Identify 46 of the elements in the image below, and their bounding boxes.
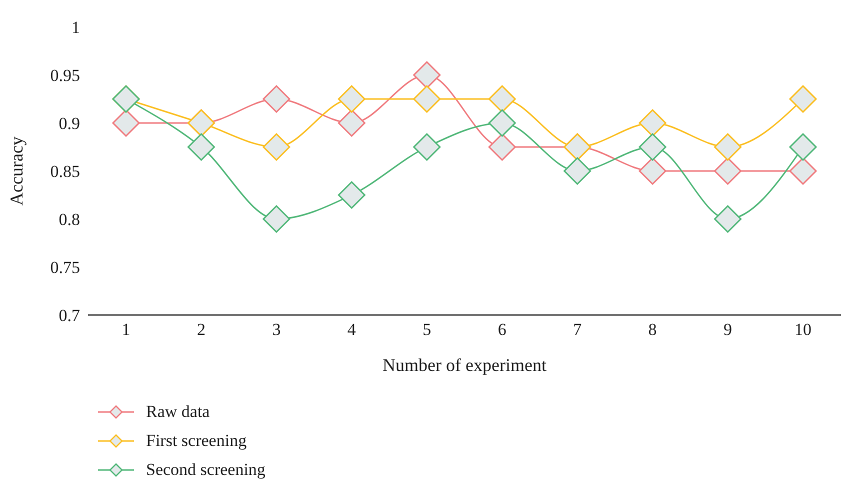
x-tick-label: 3 — [272, 320, 281, 340]
y-tick-label: 0.7 — [58, 306, 80, 326]
legend-label: First screening — [146, 430, 247, 450]
point — [789, 133, 817, 161]
point — [488, 133, 516, 161]
x-tick-label: 10 — [794, 320, 812, 340]
point — [338, 181, 366, 209]
point — [564, 157, 592, 185]
point — [638, 133, 666, 161]
y-axis-title: Accuracy — [6, 136, 26, 206]
point — [413, 85, 441, 113]
x-tick-label: 8 — [648, 320, 657, 340]
point — [187, 133, 215, 161]
point — [262, 85, 290, 113]
point — [638, 109, 666, 137]
y-tick-label: 0.75 — [50, 258, 80, 278]
y-tick-label: 0.9 — [58, 114, 80, 134]
point — [262, 133, 290, 161]
point — [714, 205, 742, 233]
y-tick-label: 1 — [72, 18, 80, 38]
point — [638, 157, 666, 185]
x-tick-label: 5 — [422, 320, 432, 340]
x-axis-title: Number of experiment — [382, 355, 546, 375]
point — [488, 109, 516, 137]
point — [338, 109, 366, 137]
y-tick-label: 0.8 — [58, 210, 80, 230]
point — [413, 61, 441, 89]
x-tick-label: 2 — [196, 320, 206, 340]
point — [413, 133, 441, 161]
x-tick-label: 6 — [498, 320, 506, 340]
point — [714, 157, 742, 185]
y-tick-label: 0.95 — [50, 66, 80, 86]
x-tick-label: 7 — [573, 320, 582, 340]
y-tick-label: 0.85 — [50, 162, 80, 182]
legend-label: Raw data — [146, 402, 210, 422]
point — [112, 109, 140, 137]
point — [789, 85, 817, 113]
point — [262, 205, 290, 233]
point — [714, 133, 742, 161]
point — [338, 85, 366, 113]
x-tick-label: 1 — [122, 320, 130, 340]
point — [789, 157, 817, 185]
point — [488, 85, 516, 113]
x-tick-label: 9 — [724, 320, 732, 340]
legend-label: Second screening — [146, 460, 266, 480]
x-tick-label: 4 — [347, 320, 356, 340]
